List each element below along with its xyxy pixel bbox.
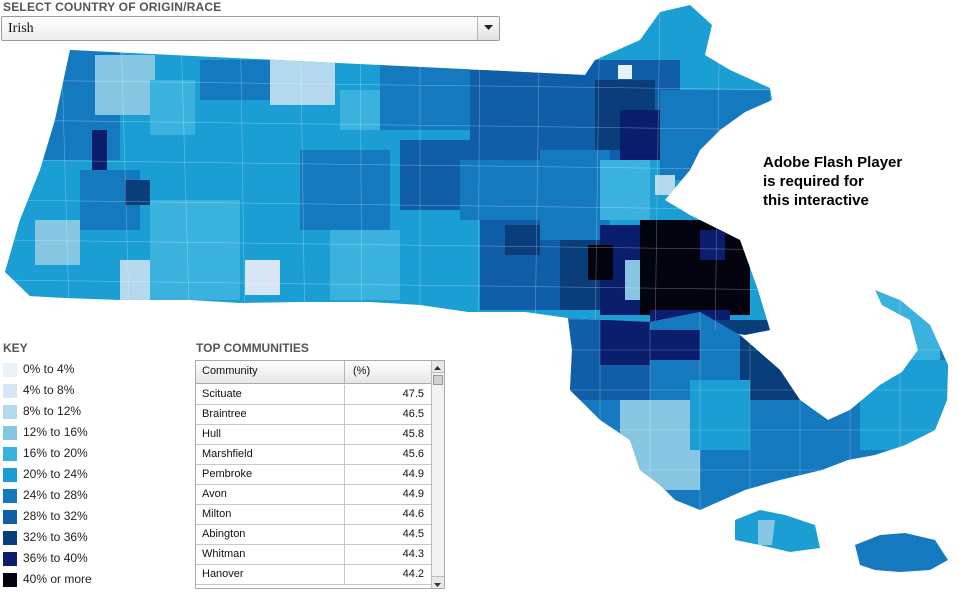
table-row[interactable]: Hull 45.8 (196, 425, 431, 445)
table-row[interactable]: Hanover 44.2 (196, 565, 431, 585)
community-name: Marshfield (202, 448, 253, 460)
community-percent: 44.3 (402, 548, 424, 560)
table-row[interactable]: Marshfield 45.6 (196, 445, 431, 465)
key-swatch (3, 573, 17, 587)
table-scrollbar[interactable] (431, 361, 444, 588)
chevron-up-icon (434, 366, 441, 370)
key-label: 24% to 28% (23, 488, 88, 502)
nantucket (855, 533, 948, 572)
marthas-vineyard (735, 510, 820, 552)
community-percent: 44.6 (402, 508, 424, 520)
selector-label: SELECT COUNTRY OF ORIGIN/RACE (3, 0, 222, 14)
community-percent: 45.8 (402, 428, 424, 440)
community-percent: 46.5 (402, 408, 424, 420)
key-label: 12% to 16% (23, 425, 88, 439)
key-label: 40% or more (23, 572, 92, 586)
table-row[interactable]: Pembroke 44.9 (196, 465, 431, 485)
community-percent: 44.2 (402, 568, 424, 580)
key-label: 4% to 8% (23, 383, 75, 397)
key-swatch (3, 510, 17, 524)
key-swatch (3, 531, 17, 545)
community-percent: 45.6 (402, 448, 424, 460)
table-row[interactable]: Whitman 44.3 (196, 545, 431, 565)
community-name: Pembroke (202, 468, 253, 480)
flash-message-line-3: this interactive (763, 192, 869, 209)
table-row[interactable]: Abington 44.5 (196, 525, 431, 545)
community-name: Scituate (202, 388, 242, 400)
map-mainland (5, 5, 772, 335)
community-name: Hanover (202, 568, 244, 580)
chevron-down-icon (434, 583, 441, 587)
scroll-up-arrow[interactable] (432, 361, 444, 373)
key-swatch (3, 468, 17, 482)
top-communities-title: TOP COMMUNITIES (196, 341, 309, 355)
community-percent: 44.9 (402, 468, 424, 480)
table-row[interactable]: Scituate 47.5 (196, 385, 431, 405)
key-swatch (3, 447, 17, 461)
key-label: 0% to 4% (23, 362, 75, 376)
key-label: 8% to 12% (23, 404, 82, 418)
community-percent: 44.9 (402, 488, 424, 500)
community-name: Milton (202, 508, 232, 520)
key-swatch (3, 489, 17, 503)
table-row[interactable]: Avon 44.9 (196, 485, 431, 505)
flash-required-message: Adobe Flash Player is required for this … (763, 153, 959, 210)
key-label: 28% to 32% (23, 509, 88, 523)
key-swatch (3, 405, 17, 419)
dropdown-arrow-button[interactable] (477, 17, 499, 40)
flash-message-line-2: is required for (763, 173, 864, 190)
key-swatch (3, 552, 17, 566)
key-label: 36% to 40% (23, 551, 88, 565)
key-label: 16% to 20% (23, 446, 88, 460)
top-communities-table: Community (%) Scituate 47.5 Braintree 46.5 H… (195, 360, 445, 589)
flash-message-line-1: Adobe Flash Player (763, 154, 903, 171)
community-name: Abington (202, 528, 246, 540)
scroll-down-arrow[interactable] (432, 576, 444, 588)
origin-dropdown-value: Irish (8, 21, 34, 36)
table-row[interactable]: Milton 44.6 (196, 505, 431, 525)
key-swatch (3, 426, 17, 440)
key-swatch (3, 384, 17, 398)
community-percent: 47.5 (402, 388, 424, 400)
community-name: Braintree (202, 408, 247, 420)
key-title: KEY (3, 341, 28, 355)
scroll-thumb[interactable] (433, 375, 443, 385)
column-header-percent[interactable]: (%) (353, 365, 371, 377)
community-percent: 44.5 (402, 528, 424, 540)
community-name: Avon (202, 488, 227, 500)
column-header-community[interactable]: Community (202, 365, 258, 377)
community-name: Whitman (202, 548, 246, 560)
key-label: 32% to 36% (23, 530, 88, 544)
table-header: Community (%) (196, 361, 431, 384)
key-label: 20% to 24% (23, 467, 88, 481)
key-swatch (3, 363, 17, 377)
chevron-down-icon (484, 25, 493, 30)
community-name: Hull (202, 428, 221, 440)
origin-dropdown[interactable]: Irish (1, 16, 500, 41)
table-row[interactable]: Braintree 46.5 (196, 405, 431, 425)
